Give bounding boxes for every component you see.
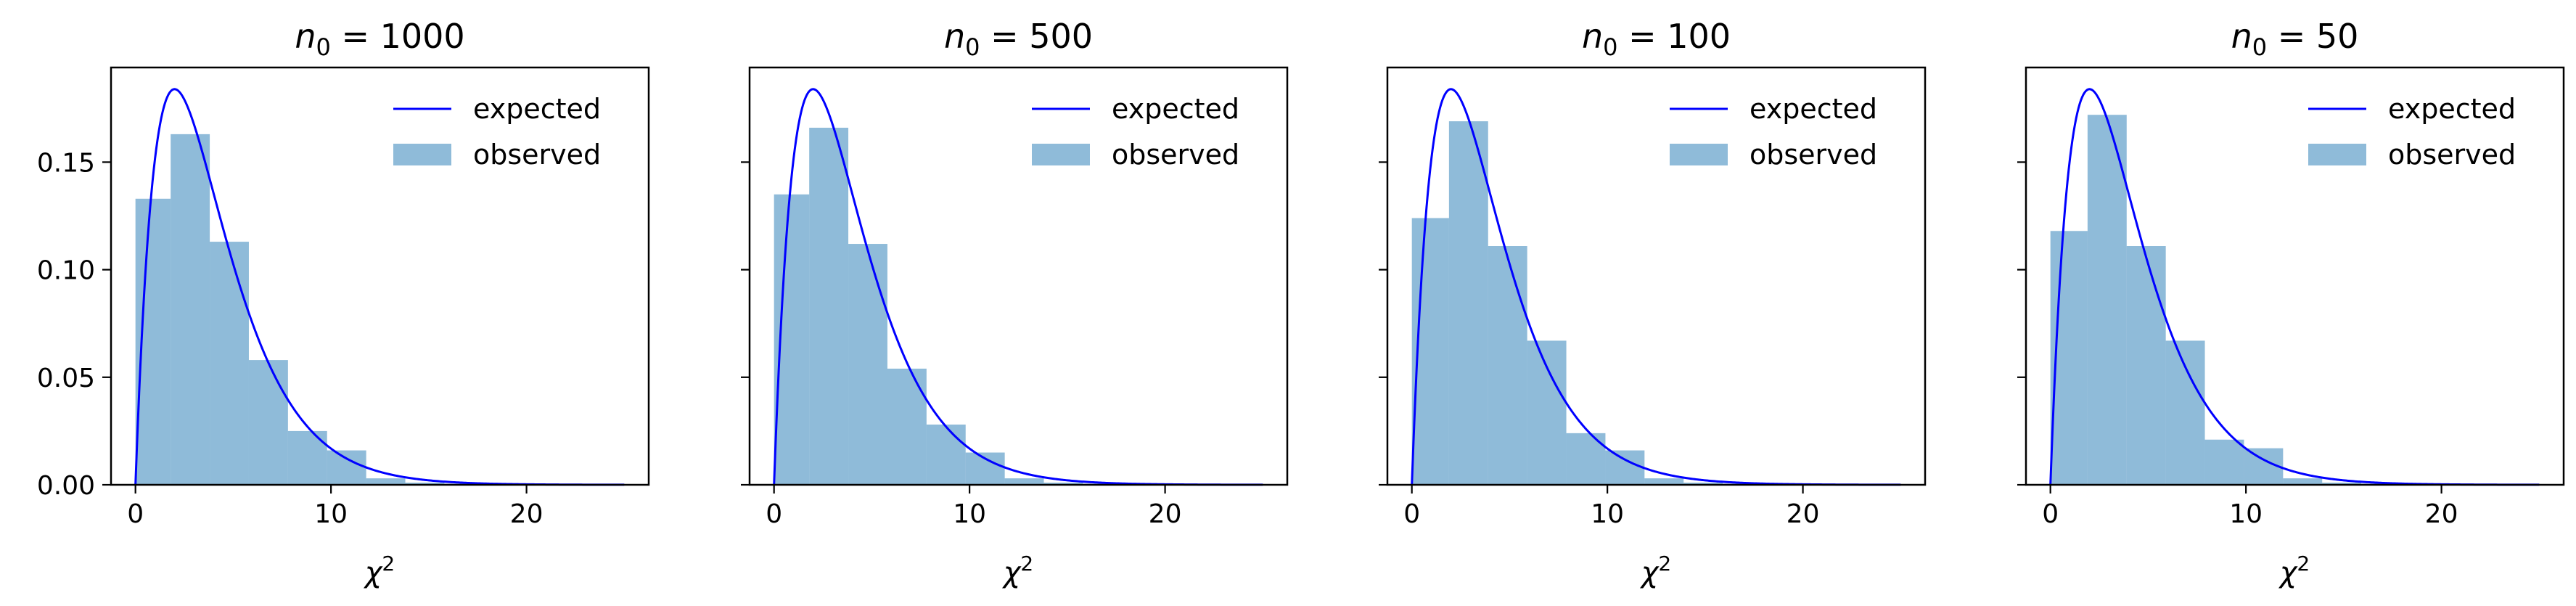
legend-label-observed: observed: [1112, 139, 1239, 171]
histogram-bar: [887, 368, 927, 485]
histogram-bar: [405, 483, 445, 485]
histogram-bar: [2126, 246, 2166, 485]
x-tick-label: 10: [2229, 499, 2263, 529]
axes-frame: [748, 66, 1289, 486]
histogram-bar: [2204, 439, 2244, 485]
histogram-bar: [2283, 478, 2323, 485]
histogram-bar: [171, 134, 210, 485]
histogram-bar: [1043, 483, 1083, 485]
panel-title: n0 = 100: [1582, 17, 1731, 61]
histogram-bar: [1527, 340, 1567, 485]
histogram-bar: [2165, 340, 2205, 485]
x-axis-label: χ2: [1640, 552, 1672, 589]
axes-frame: [2025, 66, 2565, 486]
x-tick-label: 10: [1591, 499, 1624, 529]
x-tick-label: 20: [1149, 499, 1182, 529]
legend-patch-observed: [2308, 144, 2366, 165]
y-tick-label: 0.10: [37, 256, 95, 286]
x-tick-label: 10: [314, 499, 348, 529]
legend-patch-observed: [393, 144, 451, 165]
x-axis-label: χ2: [1002, 552, 1034, 589]
x-tick-label: 0: [766, 499, 782, 529]
x-tick-label: 0: [2042, 499, 2059, 529]
chart-panel-1: 0 10 20 0.00 0.05 0.10 0.15 n0 = 1000 χ2 expected…: [37, 17, 650, 589]
legend-label-expected: expected: [2388, 93, 2516, 125]
histogram-bar: [1683, 483, 1723, 485]
histogram-bar: [926, 425, 966, 485]
x-tick-label: 20: [2425, 499, 2458, 529]
legend-patch-observed: [1032, 144, 1090, 165]
histogram-bar: [1004, 478, 1044, 485]
x-axis-label: χ2: [2278, 552, 2310, 589]
histogram-bar: [2322, 483, 2362, 485]
histogram-bar: [1448, 121, 1488, 485]
histogram-bar: [1644, 478, 1684, 485]
legend-label-observed: observed: [2388, 139, 2516, 171]
chart-panel-3: 0 10 20 n0 = 100 χ2 expected observed: [1379, 17, 1927, 589]
y-tick-label: 0.05: [37, 364, 95, 393]
histogram-bar: [210, 242, 249, 485]
histogram-bar: [1488, 246, 1527, 485]
x-tick-label: 20: [1787, 499, 1820, 529]
y-tick-label: 0.15: [37, 148, 95, 178]
axes-frame: [110, 66, 650, 486]
legend-patch-observed: [1670, 144, 1728, 165]
histogram-bar: [1605, 450, 1645, 485]
y-tick-label: 0.00: [37, 471, 95, 501]
legend-label-observed: observed: [1750, 139, 1877, 171]
panel-title: n0 = 500: [944, 17, 1093, 61]
histogram-bar: [248, 360, 288, 485]
histogram-bar: [809, 127, 849, 485]
panel-title: n0 = 50: [2231, 17, 2359, 61]
x-tick-label: 0: [1403, 499, 1420, 529]
x-tick-label: 0: [127, 499, 144, 529]
histogram-bar: [287, 430, 327, 485]
histogram-bar: [327, 450, 366, 485]
x-axis-label: χ2: [364, 552, 395, 589]
histogram-bar: [366, 478, 406, 485]
panel-title: n0 = 1000: [295, 17, 464, 61]
x-tick-label: 20: [510, 499, 543, 529]
chart-panel-2: 0 10 20 n0 = 500 χ2 expected observed: [741, 17, 1289, 589]
chart-panel-4: 0 10 20 n0 = 50 χ2 expected observed: [2017, 17, 2565, 589]
x-tick-label: 10: [953, 499, 986, 529]
histogram-bar: [848, 244, 887, 485]
histogram-bar: [2087, 115, 2127, 486]
legend-label-observed: observed: [473, 139, 601, 171]
axes-frame: [1386, 66, 1927, 486]
legend-label-expected: expected: [1750, 93, 1877, 125]
legend-label-expected: expected: [1112, 93, 1239, 125]
legend-label-expected: expected: [473, 93, 601, 125]
